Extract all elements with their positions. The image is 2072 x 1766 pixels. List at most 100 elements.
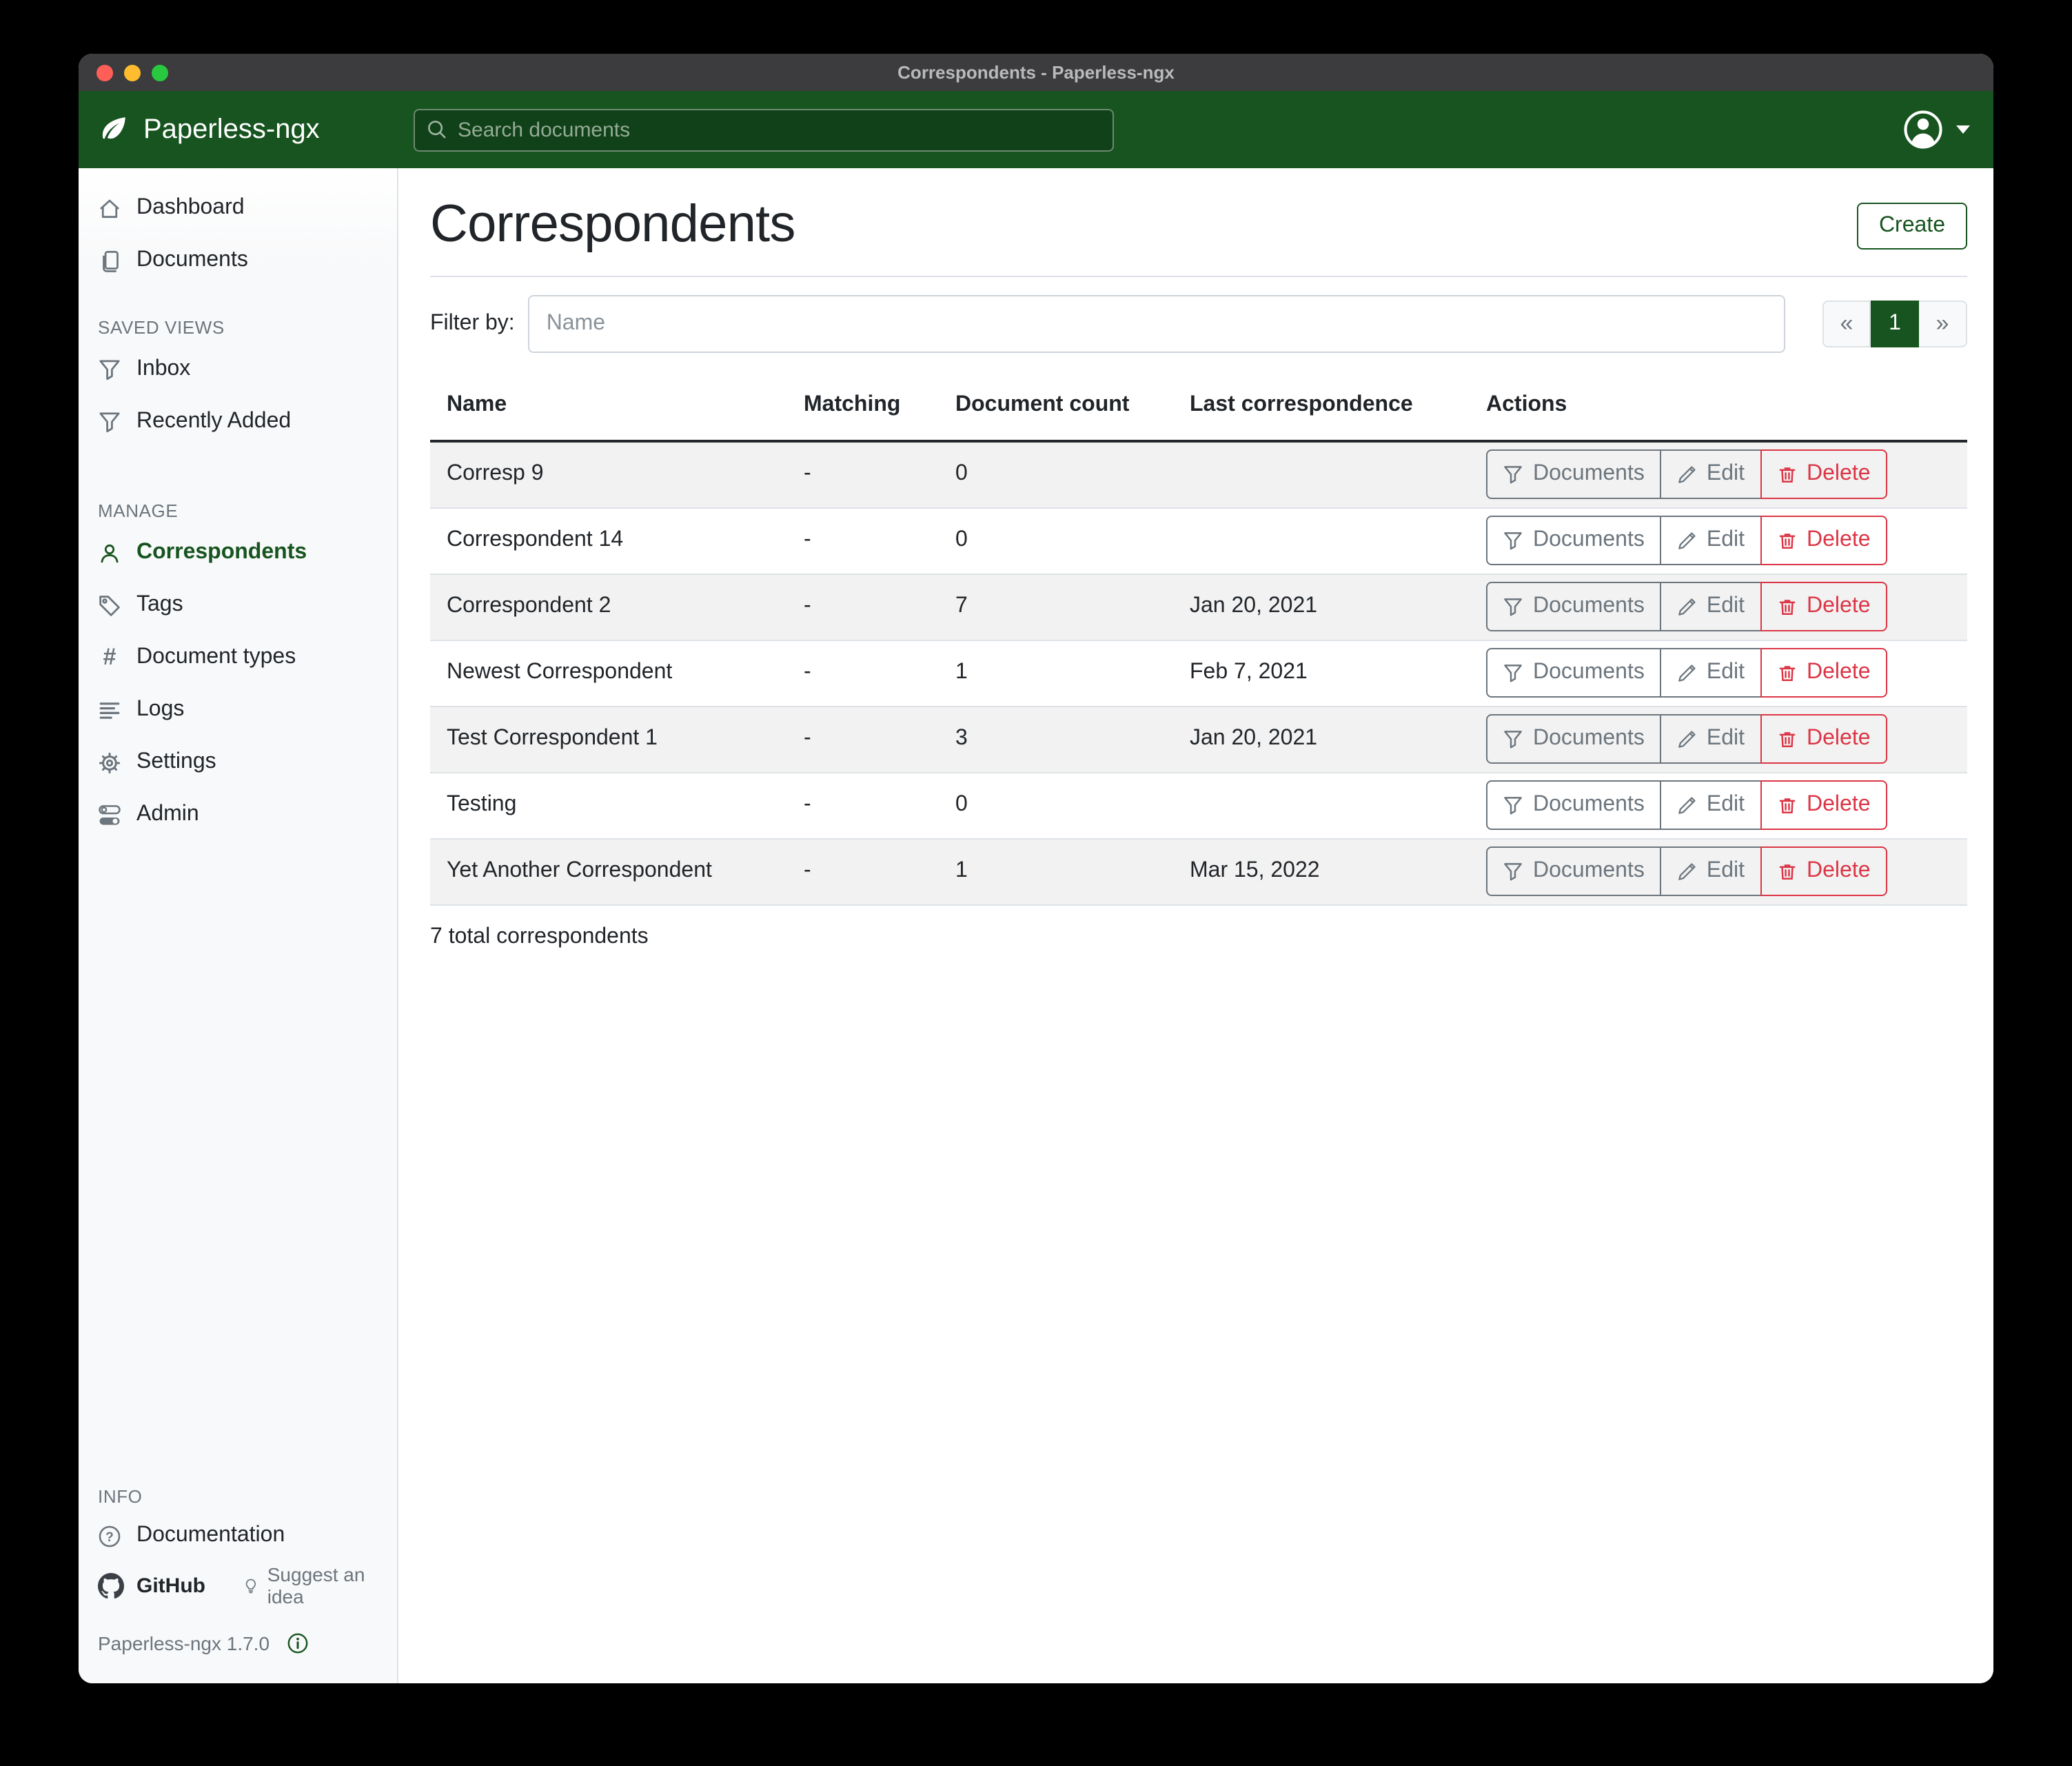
column-header-last-correspondence[interactable]: Last correspondence — [1176, 371, 1472, 443]
trash-icon — [1778, 467, 1795, 483]
github-row: GitHub Suggest an idea — [79, 1559, 397, 1612]
sidebar-item-dashboard[interactable]: Dashboard — [79, 182, 397, 234]
sidebar-item-label: Settings — [136, 750, 216, 773]
cell-name: Testing — [430, 771, 790, 838]
close-window-button[interactable] — [97, 64, 113, 81]
app-header: Paperless-ngx — [79, 91, 1993, 168]
person-icon — [101, 543, 119, 562]
edit-button[interactable]: Edit — [1660, 780, 1761, 830]
row-actions: Documents Edit Delete — [1486, 582, 1887, 631]
table-header-row: Name Matching Document count Last corres… — [430, 371, 1967, 443]
pencil-icon — [1678, 598, 1696, 615]
sidebar-item-admin[interactable]: Admin — [79, 789, 397, 841]
global-search — [414, 108, 1114, 151]
cell-actions: Documents Edit Delete — [1472, 705, 1967, 772]
documents-button[interactable]: Documents — [1486, 582, 1661, 631]
column-header-matching[interactable]: Matching — [790, 371, 942, 443]
delete-button[interactable]: Delete — [1760, 582, 1887, 631]
sidebar-item-github[interactable]: GitHub — [98, 1572, 205, 1598]
cell-last-correspondence — [1176, 440, 1472, 507]
sidebar-item-label: Correspondents — [136, 540, 307, 564]
create-button[interactable]: Create — [1856, 202, 1967, 249]
cell-document-count: 7 — [942, 573, 1176, 640]
total-count-text: 7 total correspondents — [430, 924, 649, 948]
delete-button[interactable]: Delete — [1760, 516, 1887, 565]
name-filter-input[interactable] — [528, 295, 1785, 353]
edit-button[interactable]: Edit — [1660, 714, 1761, 764]
search-icon — [426, 118, 448, 140]
chevron-down-icon — [1956, 125, 1970, 134]
documents-button[interactable]: Documents — [1486, 714, 1661, 764]
delete-button[interactable]: Delete — [1760, 714, 1887, 764]
cell-name: Correspondent 2 — [430, 573, 790, 640]
row-actions: Documents Edit Delete — [1486, 516, 1887, 565]
cell-document-count: 0 — [942, 771, 1176, 838]
edit-button[interactable]: Edit — [1660, 846, 1761, 896]
filter-row: Filter by: « 1 » — [430, 295, 1967, 353]
sidebar-item-suggest-idea[interactable]: Suggest an idea — [243, 1563, 378, 1607]
documents-button[interactable]: Documents — [1486, 648, 1661, 698]
sidebar-item-settings[interactable]: Settings — [79, 736, 397, 789]
documents-button[interactable]: Documents — [1486, 780, 1661, 830]
documents-button[interactable]: Documents — [1486, 846, 1661, 896]
funnel-icon — [1504, 531, 1522, 549]
toggles-icon — [99, 804, 121, 824]
pagination-prev-button[interactable]: « — [1822, 301, 1871, 347]
column-header-document-count[interactable]: Document count — [942, 371, 1176, 443]
trash-icon — [1778, 864, 1795, 879]
trash-icon — [1778, 665, 1795, 680]
cell-document-count: 1 — [942, 838, 1176, 905]
traffic-lights — [97, 54, 168, 91]
column-header-actions: Actions — [1472, 371, 1967, 443]
sidebar-item-recently-added[interactable]: Recently Added — [79, 396, 397, 448]
files-icon — [103, 250, 119, 272]
delete-button[interactable]: Delete — [1760, 449, 1887, 500]
edit-button[interactable]: Edit — [1660, 449, 1761, 500]
pencil-icon — [1678, 796, 1696, 813]
sidebar-item-document-types[interactable]: # Document types — [79, 631, 397, 684]
table-row: Corresp 9 - 0 Documents Edit — [430, 440, 1967, 507]
cell-actions: Documents Edit Delete — [1472, 440, 1967, 507]
delete-button[interactable]: Delete — [1760, 780, 1887, 830]
funnel-icon — [1504, 598, 1522, 616]
pagination-page-1[interactable]: 1 — [1871, 301, 1919, 347]
lightbulb-icon — [245, 1578, 256, 1593]
column-header-name[interactable]: Name — [430, 371, 790, 443]
trash-icon — [1778, 599, 1795, 614]
main-content: Correspondents Create Filter by: « 1 » — [398, 168, 1993, 1683]
sidebar-item-documentation[interactable]: ? Documentation — [79, 1512, 397, 1559]
sidebar-item-label: GitHub — [136, 1574, 205, 1597]
info-circle-icon[interactable] — [286, 1632, 308, 1654]
edit-button[interactable]: Edit — [1660, 516, 1761, 565]
sidebar-item-label: Admin — [136, 802, 199, 826]
documents-button[interactable]: Documents — [1486, 516, 1661, 565]
funnel-icon — [1504, 465, 1522, 483]
zoom-window-button[interactable] — [152, 64, 168, 81]
svg-text:?: ? — [105, 1530, 114, 1544]
table-row: Test Correspondent 1 - 3 Jan 20, 2021 Do… — [430, 705, 1967, 772]
brand-name: Paperless-ngx — [143, 114, 320, 144]
row-actions: Documents Edit Delete — [1486, 714, 1887, 764]
cell-actions: Documents Edit Delete — [1472, 507, 1967, 574]
sidebar-item-inbox[interactable]: Inbox — [79, 343, 397, 396]
edit-button[interactable]: Edit — [1660, 582, 1761, 631]
sidebar-item-tags[interactable]: Tags — [79, 579, 397, 631]
pagination-next-button[interactable]: » — [1919, 301, 1967, 347]
user-menu[interactable] — [1902, 109, 1993, 150]
search-input[interactable] — [414, 108, 1114, 151]
documents-button[interactable]: Documents — [1486, 449, 1661, 500]
sidebar-item-logs[interactable]: Logs — [79, 684, 397, 736]
sidebar-item-label: Document types — [136, 645, 296, 669]
filter-label: Filter by: — [430, 312, 515, 335]
sidebar-item-documents[interactable]: Documents — [79, 234, 397, 287]
person-circle-icon — [1902, 109, 1944, 150]
edit-button[interactable]: Edit — [1660, 648, 1761, 698]
cell-name: Test Correspondent 1 — [430, 705, 790, 772]
minimize-window-button[interactable] — [124, 64, 141, 81]
correspondents-table-body: Corresp 9 - 0 Documents Edit — [430, 440, 1967, 905]
text-left-icon — [99, 702, 120, 718]
delete-button[interactable]: Delete — [1760, 846, 1887, 896]
sidebar-item-correspondents[interactable]: Correspondents — [79, 527, 397, 579]
delete-button[interactable]: Delete — [1760, 648, 1887, 698]
brand-link[interactable]: Paperless-ngx — [98, 114, 414, 145]
